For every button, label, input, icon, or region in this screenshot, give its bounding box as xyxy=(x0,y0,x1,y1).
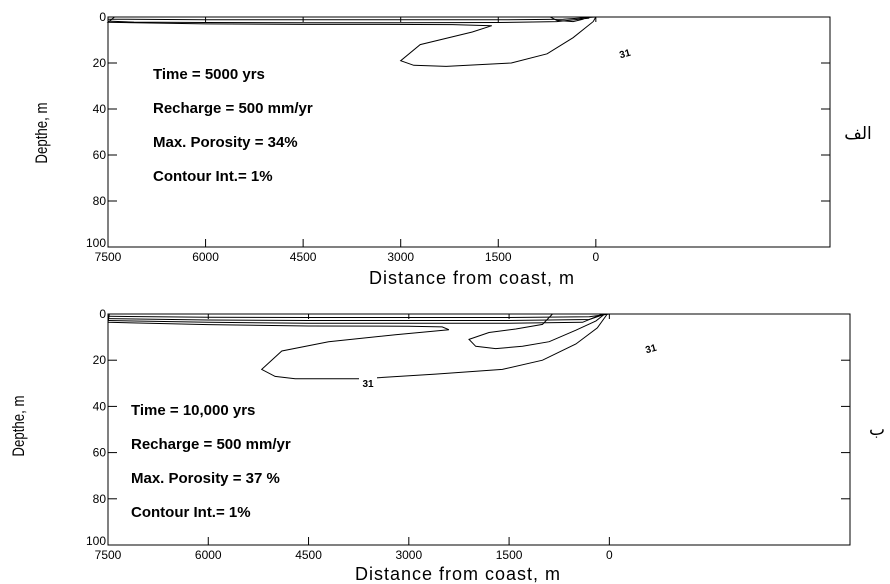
y-tick-label: 40 xyxy=(93,399,107,413)
annotation-text: Contour Int.= 1% xyxy=(153,168,273,185)
x-axis-title: Distance from coast, m xyxy=(369,268,575,288)
contour-line xyxy=(107,313,610,318)
x-tick-label: 6000 xyxy=(192,250,219,264)
panel-top: 7500 6000 4500 3000 1500 0 0 20 40 60 80 100 Distanc… xyxy=(33,10,872,288)
plot-frame xyxy=(107,313,851,546)
y-tick-label: 100 xyxy=(86,534,106,548)
y-tick-label: 20 xyxy=(93,353,107,367)
y-axis-title: Depthe, m xyxy=(10,395,29,456)
annotation-text: Recharge = 500 mm/yr xyxy=(131,436,291,453)
contour-line xyxy=(468,313,606,350)
y-tick-label: 40 xyxy=(93,102,107,116)
contour-label: 31 xyxy=(640,339,661,357)
y-tick-label: 60 xyxy=(93,446,107,460)
contour-label-text: 31 xyxy=(362,379,374,390)
contour-label: 31 xyxy=(359,377,377,390)
x-tick-label: 1500 xyxy=(485,250,512,264)
y-tick-label: 0 xyxy=(99,10,106,24)
contour-line xyxy=(550,16,584,23)
annotation-text: Recharge = 500 mm/yr xyxy=(153,100,313,117)
x-axis-title: Distance from coast, m xyxy=(355,564,561,584)
annotation-text: Time = 5000 yrs xyxy=(153,66,265,83)
x-tick-label: 1500 xyxy=(496,548,523,562)
contour-label: 31 xyxy=(614,44,635,62)
x-tick-label: 3000 xyxy=(395,548,422,562)
y-tick-label: 60 xyxy=(93,148,107,162)
annotation-text: Time = 10,000 yrs xyxy=(131,402,255,419)
x-tick-label: 3000 xyxy=(387,250,414,264)
x-tick-label: 0 xyxy=(606,548,613,562)
y-axis-title: Depthe, m xyxy=(33,102,52,163)
contour-line xyxy=(107,313,608,380)
y-tick-label: 20 xyxy=(93,56,107,70)
x-tick-label: 6000 xyxy=(195,548,222,562)
contour-line xyxy=(108,16,596,21)
contour-line xyxy=(107,313,603,324)
contour-label-text: 31 xyxy=(644,343,658,357)
contour-line xyxy=(107,17,590,24)
panel-bottom: 7500 6000 4500 3000 1500 0 0 20 40 60 80 100 Distanc… xyxy=(10,307,886,584)
y-tick-label: 100 xyxy=(86,236,106,250)
y-tick-label: 80 xyxy=(93,194,107,208)
x-tick-label: 4500 xyxy=(290,250,317,264)
panel-label: ب xyxy=(869,420,885,440)
x-tick-label: 7500 xyxy=(95,250,122,264)
y-tick-label: 0 xyxy=(99,307,106,321)
y-tick-label: 80 xyxy=(93,492,107,506)
annotation-text: Contour Int.= 1% xyxy=(131,504,251,521)
x-tick-label: 4500 xyxy=(295,548,322,562)
contour-label-text: 31 xyxy=(618,48,632,62)
x-tick-label: 0 xyxy=(592,250,599,264)
annotation-text: Max. Porosity = 34% xyxy=(153,134,298,151)
plot-frame xyxy=(107,16,831,248)
contour-line xyxy=(106,16,597,67)
x-tick-label: 7500 xyxy=(95,548,122,562)
annotation-text: Max. Porosity = 37 % xyxy=(131,470,280,487)
panel-label: الف xyxy=(844,124,872,144)
